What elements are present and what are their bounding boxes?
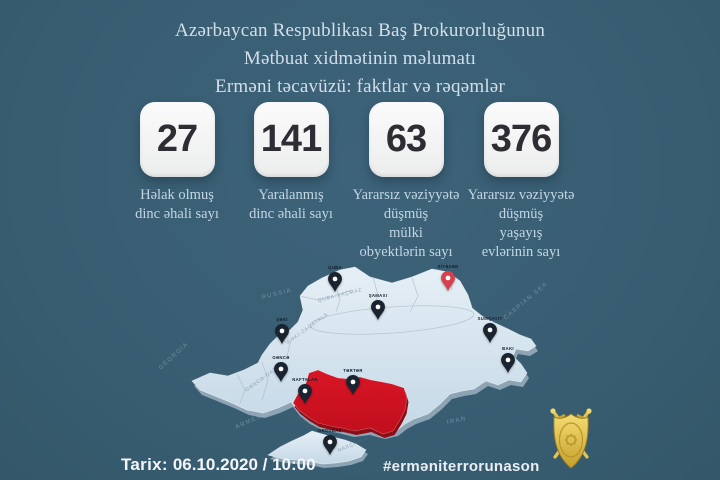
region-label-seki-zaqatala: ŞƏKİ-ZAQATALA [286,311,330,346]
stat-card-civilian-wounded: 141 Yaralanmış dinc əhali sayı [224,102,358,224]
stat-number-tile: 27 [139,102,215,177]
date-line: Tarix: 06.10.2020 / 10:00 [121,455,316,475]
district-borders [236,271,475,461]
pin-label: TƏRTƏR [343,368,363,374]
sea-label-armenia: ARMENIA [234,410,272,431]
pin-label: ŞAMAXI [368,293,388,299]
pin-label: GƏNCƏ [272,355,290,361]
sea-label-russia: RUSSIA [261,287,293,301]
stat-card-civilian-deaths: 27 Həlak olmuş dinc əhali sayı [110,102,244,224]
title-line-2: Mətbuat xidmətinin məlumatı [243,48,477,69]
region-label-naxcivan: NAXÇIVAN [336,436,369,454]
pin-label: ŞƏKİ [276,317,288,323]
stat-number-tile: 63 [368,102,444,177]
stat-label: Həlak olmuş dinc əhali sayı [135,187,219,223]
stat-card-civil-objects: 63 Yararsız vəziyyətə düşmüş mülki obyek… [339,102,473,263]
stat-label: Yararsız vəziyyətə düşmüş yaşayış evləri… [467,187,575,261]
stat-number-tile: 376 [483,102,559,177]
pin-label: BAKI [502,346,514,352]
date-value: 06.10.2020 / 10:00 [172,455,316,474]
sea-label-georgia: GEORGIA [157,341,191,372]
pin-label: ORDUBAD [317,428,343,434]
pin-label: SUMQAYIT [477,316,503,322]
stat-value: 27 [156,118,198,160]
stat-value: 376 [490,118,552,160]
stat-number-tile: 141 [253,102,329,177]
pin-label: QUBA [328,265,342,271]
title-line-3: Erməni təcavüzü: faktlar və rəqəmlər [215,76,505,97]
stat-label: Yararsız vəziyyətə düşmüş mülki obyektlə… [352,187,460,261]
stat-value: 63 [385,118,427,160]
prosecutor-office-emblem-icon [550,408,592,469]
mainland-shadow [194,272,538,439]
stat-label: Yaralanmış dinc əhali sayı [249,187,333,223]
stat-value: 141 [260,118,322,160]
date-label: Tarix: [121,455,168,474]
sea-label-caspian: CASPIAN SEA [503,281,550,322]
title-line-1: Azərbaycan Respublikası Baş Prokurorluğu… [174,20,546,41]
stat-card-houses: 376 Yararsız vəziyyətə düşmüş yaşayış ev… [454,102,588,263]
sea-label-iran: IRAN [446,415,468,426]
hashtag: #erməniterrorunason [383,458,540,475]
mainland [191,266,537,435]
page-title: Azərbaycan Respublikası Baş Prokurorluğu… [0,17,720,101]
pin-label: SİYƏZƏN [437,264,459,270]
pin-label: NAFTALAN [292,377,318,383]
